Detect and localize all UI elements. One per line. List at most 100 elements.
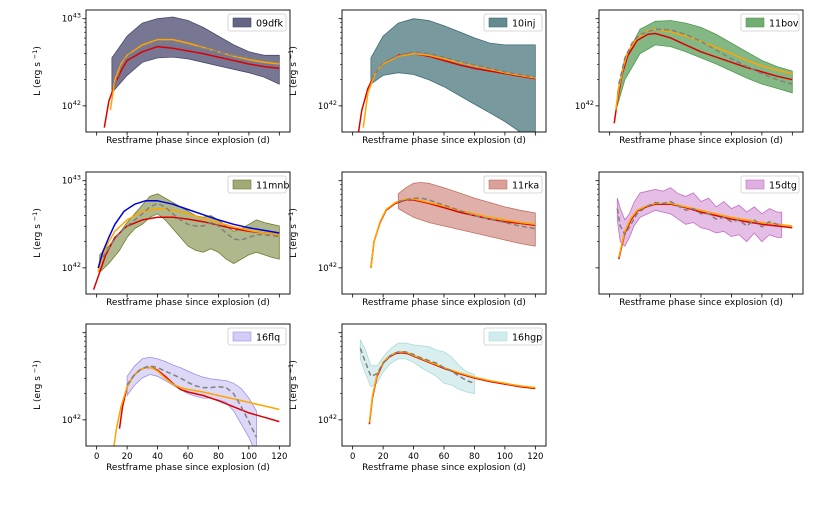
y-axis: 1042 — [318, 18, 342, 112]
legend: 16hgp — [483, 327, 543, 346]
legend-label: 11rka — [512, 181, 539, 192]
y-axis-label: L (erg s −1) — [31, 360, 43, 410]
legend-swatch — [488, 179, 508, 190]
x-axis — [96, 294, 280, 298]
x-tick-label: 100 — [497, 452, 513, 462]
x-axis — [609, 294, 793, 298]
x-axis-label: Restframe phase since explosion (d) — [362, 298, 526, 308]
plot-area — [616, 187, 793, 260]
x-tick-label: 60 — [183, 452, 194, 462]
x-tick-label: 0 — [350, 452, 355, 462]
y-axis-label: L (erg s −1) — [287, 208, 299, 258]
legend: 11mnb — [227, 175, 289, 194]
y-axis-label: L (erg s −1) — [287, 360, 299, 410]
x-axis: 0 20 40 60 80 100 120 — [94, 446, 287, 462]
x-axis — [352, 294, 536, 298]
y-tick-label: 1043 — [62, 12, 81, 25]
panel-11bov: 11bov Restframe phase since explosion (d)… — [575, 9, 804, 146]
series-orange — [113, 366, 280, 446]
legend-label: 16hgp — [512, 333, 542, 344]
series-model — [359, 348, 475, 385]
uncertainty-band — [616, 20, 793, 107]
x-tick-label: 80 — [213, 452, 224, 462]
x-tick-label: 20 — [122, 452, 133, 462]
legend-label: 11bov — [769, 19, 799, 30]
plot-area — [370, 182, 536, 268]
x-axis-label: Restframe phase since explosion (d) — [106, 463, 270, 473]
y-axis: 1043 1042 — [62, 174, 86, 274]
x-tick-label: 40 — [152, 452, 163, 462]
uncertainty-band — [111, 16, 280, 94]
series-red — [357, 52, 536, 132]
uncertainty-band — [370, 18, 536, 132]
y-tick-label: 1042 — [62, 261, 81, 274]
x-tick-label: 60 — [439, 452, 450, 462]
x-axis: 0 20 40 60 80 100 120 — [350, 446, 543, 462]
series-orange — [370, 198, 536, 268]
y-axis: 1042 — [318, 180, 342, 274]
x-axis-label: Restframe phase since explosion (d) — [106, 298, 270, 308]
x-tick-label: 80 — [469, 452, 480, 462]
y-axis: 1042 — [62, 332, 86, 426]
series-orange — [614, 28, 793, 111]
x-tick-label: 20 — [378, 452, 389, 462]
x-axis — [96, 132, 280, 136]
x-axis-label: Restframe phase since explosion (d) — [106, 136, 270, 146]
plot-area — [92, 193, 280, 290]
legend: 11rka — [483, 175, 543, 194]
panel-15dtg: 15dtg Restframe phase since explosion (d) — [595, 171, 804, 308]
y-axis — [595, 180, 599, 269]
legend: 15dtg — [740, 175, 800, 194]
plot-area — [103, 16, 280, 128]
panel-11rka: 11rka Restframe phase since explosion (d)… — [287, 171, 547, 308]
legend-swatch — [745, 179, 765, 190]
y-axis: 1043 1042 — [62, 12, 86, 112]
x-axis — [352, 132, 536, 136]
x-axis-label: Restframe phase since explosion (d) — [619, 298, 783, 308]
legend: 11bov — [740, 13, 800, 32]
legend-swatch — [232, 331, 252, 342]
legend-label: 16flq — [256, 333, 280, 344]
series-orange — [109, 38, 280, 111]
x-tick-label: 40 — [408, 452, 419, 462]
x-tick-label: 120 — [527, 452, 543, 462]
uncertainty-band — [616, 187, 783, 247]
legend: 16flq — [227, 327, 287, 346]
y-axis-label: L (erg s −1) — [31, 208, 43, 258]
y-axis: 1042 — [575, 18, 599, 112]
legend: 09dfk — [227, 13, 287, 32]
y-tick-label: 1042 — [62, 413, 81, 426]
x-tick-label: 0 — [94, 452, 99, 462]
plot-area — [357, 18, 536, 132]
series-model — [102, 202, 280, 258]
legend-label: 10inj — [512, 19, 535, 30]
legend-swatch — [232, 179, 252, 190]
series-blue — [97, 200, 280, 269]
y-tick-label: 1042 — [62, 99, 81, 112]
uncertainty-band — [126, 356, 257, 446]
x-axis-label: Restframe phase since explosion (d) — [362, 463, 526, 473]
y-tick-label: 1043 — [62, 174, 81, 187]
legend-swatch — [488, 331, 508, 342]
series-model — [126, 365, 258, 438]
series-orange — [97, 207, 280, 273]
y-tick-label: 1042 — [575, 99, 594, 112]
plot-area — [359, 339, 536, 425]
y-axis-label: L (erg s −1) — [31, 46, 43, 96]
uncertainty-band — [99, 193, 280, 274]
series-model — [616, 200, 782, 236]
uncertainty-band — [359, 339, 475, 395]
x-tick-label: 120 — [271, 452, 287, 462]
legend-swatch — [745, 17, 765, 28]
y-axis: 1042 — [318, 332, 342, 426]
series-model — [618, 28, 793, 85]
y-tick-label: 1042 — [318, 413, 337, 426]
panel-09dfk: 09dfk Restframe phase since explosion (d)… — [31, 9, 291, 146]
plot-area — [113, 356, 280, 446]
plot-area — [613, 20, 793, 124]
series-model — [370, 51, 536, 81]
legend: 10inj — [483, 13, 543, 32]
